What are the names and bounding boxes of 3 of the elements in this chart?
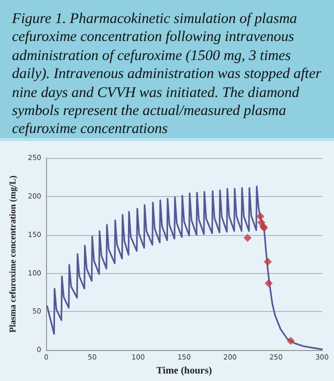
y-axis-title: Plasma cefuroxime concentration (mg/L) (8, 176, 18, 333)
x-axis-title: Time (hours) (156, 366, 212, 376)
chart-title: Figure 1. Pharmacokinetic simulation of plasma cefuroxime concentration following intravenous administration of cefuroxime (1500 mg, 3 times daily). Intravenous administration was stopped after nine days and CVVH was initiated. The diamond symbols represent the actual/measured plasma cefuroxime concentrations (0, 0, 334, 138)
